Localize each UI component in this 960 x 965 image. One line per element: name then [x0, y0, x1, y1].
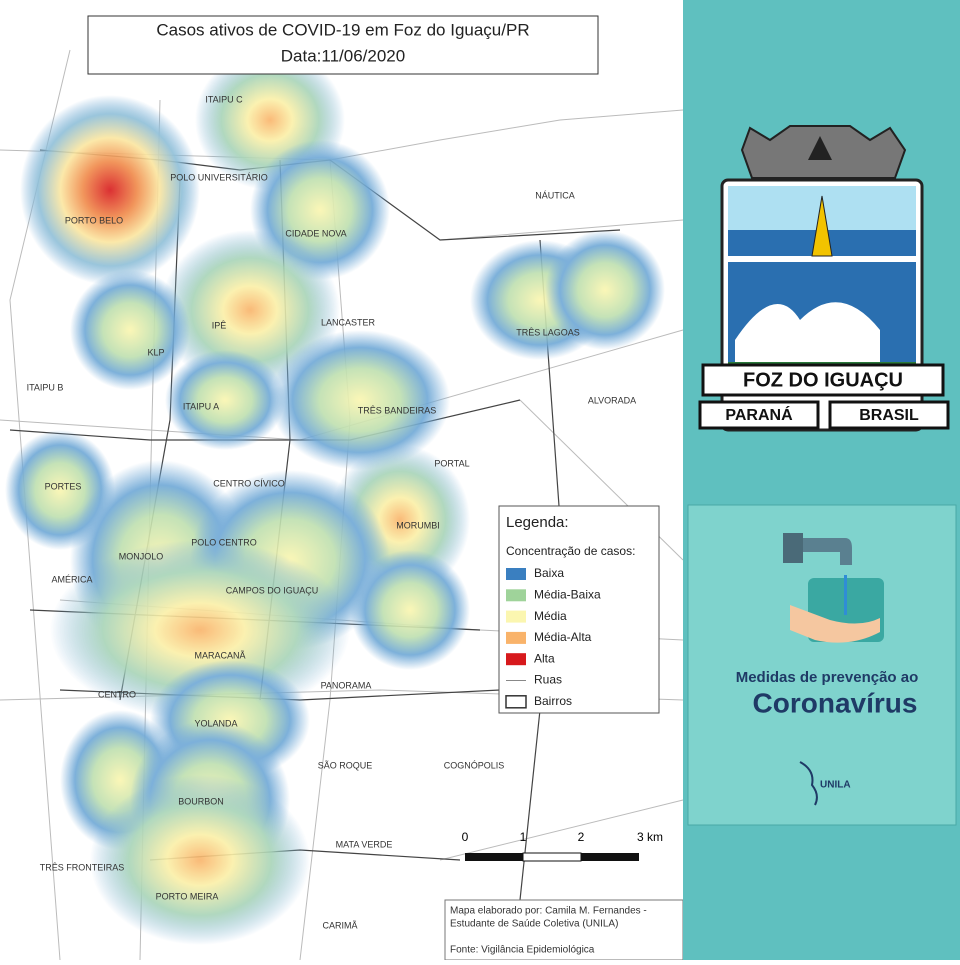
campaign-box: [687, 504, 957, 826]
campaign-line2: Coronavírus: [753, 687, 918, 718]
emblem-banner: [698, 400, 820, 430]
scale-label: 2: [578, 830, 585, 844]
neighborhood-label: POLO CENTRO: [191, 537, 257, 547]
neighborhood-label: ITAIPU A: [183, 401, 219, 411]
legend-subtitle: Concentração de casos:: [506, 544, 635, 558]
neighborhood-label: PORTO BELO: [65, 215, 123, 225]
legend-label: Média: [534, 609, 567, 623]
neighborhood-labels: ITAIPU C POLO UNIVERSITÁRIO PORTO BELO CIDA…: [27, 94, 637, 930]
legend-swatch: [506, 568, 526, 580]
neighborhood-label: PORTO MEIRA: [156, 891, 219, 901]
neighborhood-label: ALVORADA: [588, 395, 636, 405]
neighborhood-label: PORTES: [45, 481, 82, 491]
neighborhood-label: LANCASTER: [321, 317, 376, 327]
neighborhood-label: MARACANÃ: [194, 650, 245, 660]
legend-swatch: [506, 610, 526, 623]
legend-swatch: [506, 589, 526, 602]
legend-title: Legenda:: [506, 514, 569, 531]
credits: Mapa elaborado por: Camila M. Fernandes …: [450, 906, 647, 917]
legend-label: Alta: [534, 651, 555, 665]
emblem-city: FOZ DO IGUAÇU: [743, 369, 903, 391]
legend-swatch: [505, 695, 527, 709]
neighborhood-label: KLP: [147, 347, 164, 357]
neighborhood-label: CIDADE NOVA: [285, 228, 346, 238]
neighborhood-label: COGNÓPOLIS: [444, 760, 505, 770]
neighborhood-label: ITAIPU C: [205, 94, 243, 104]
emblem-state: PARANÁ: [725, 405, 793, 424]
emblem-country: BRASIL: [859, 407, 919, 424]
scale-bar: [465, 852, 639, 862]
neighborhood-label: AMÉRICA: [51, 574, 92, 584]
scale-label: 3 km: [637, 830, 663, 844]
neighborhood-label: TRÊS LAGOAS: [516, 327, 580, 337]
neighborhood-label: TRÊS BANDEIRAS: [358, 405, 437, 415]
emblem-banner: [828, 400, 950, 430]
scale-label: 1: [520, 830, 527, 844]
neighborhood-label: NÁUTICA: [535, 190, 575, 200]
title: Casos ativos de COVID-19 em Foz do Iguaç…: [156, 20, 529, 39]
legend-swatch: [506, 653, 526, 666]
legend-label: Média-Alta: [534, 630, 592, 644]
unila-logo: [799, 761, 818, 806]
neighborhood-label: MONJOLO: [119, 551, 164, 561]
neighborhood-label: YOLANDA: [194, 718, 237, 728]
title-box: [87, 15, 599, 75]
credits: Fonte: Vigilância Epidemiológica: [450, 945, 595, 956]
neighborhood-label: ITAIPU B: [27, 382, 64, 392]
credits: Estudante de Saúde Coletiva (UNILA): [450, 919, 618, 930]
neighborhood-label: MATA VERDE: [336, 839, 393, 849]
subtitle: Data:11/06/2020: [281, 46, 405, 65]
neighborhood-label: PANORAMA: [321, 680, 372, 690]
heatmap: [5, 50, 665, 945]
neighborhood-label: IPÊ: [212, 320, 227, 330]
neighborhood-label: CAMPOS DO IGUAÇU: [226, 585, 319, 595]
legend-label: Bairros: [534, 694, 572, 708]
neighborhood-label: POLO UNIVERSITÁRIO: [170, 172, 268, 182]
campaign-line1: Medidas de prevenção ao: [736, 669, 919, 686]
neighborhood-label: PORTAL: [434, 458, 469, 468]
credits-box: [444, 899, 684, 961]
legend-label: Ruas: [534, 673, 562, 687]
neighborhood-label: CENTRO CÍVICO: [213, 478, 285, 488]
neighborhood-label: CARIMÃ: [322, 920, 357, 930]
neighborhood-label: CENTRO: [98, 689, 136, 699]
legend-label: Média-Baixa: [534, 587, 601, 601]
scale-label: 0: [462, 830, 469, 844]
campaign-org: UNILA: [820, 780, 851, 791]
neighborhood-label: MORUMBI: [396, 520, 440, 530]
legend-label: Baixa: [534, 566, 564, 580]
neighborhood-label: BOURBON: [178, 796, 224, 806]
legend-swatch: [506, 631, 526, 644]
legend-box: [498, 505, 660, 714]
handwash-icon: [783, 533, 884, 643]
neighborhood-label: TRÊS FRONTEIRAS: [40, 862, 125, 872]
neighborhood-label: SÃO ROQUE: [318, 760, 373, 770]
legend-items: Baixa Média-Baixa Média Média-Alta Alta Ruas B…: [505, 566, 601, 709]
emblem-banner: [701, 363, 945, 397]
